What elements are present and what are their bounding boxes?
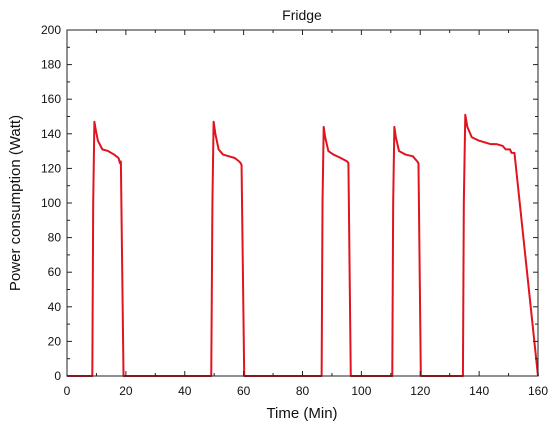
y-tick-label: 20 <box>48 334 62 348</box>
x-tick-label: 120 <box>410 384 430 398</box>
y-tick-label: 80 <box>48 231 62 245</box>
y-tick-label: 120 <box>41 161 61 175</box>
x-tick-label: 140 <box>469 384 489 398</box>
y-tick-label: 200 <box>41 23 61 37</box>
y-tick-label: 0 <box>54 369 61 383</box>
x-axis-title: Time (Min) <box>266 405 337 422</box>
x-tick-label: 60 <box>237 384 251 398</box>
x-tick-label: 160 <box>528 384 548 398</box>
plot-frame <box>66 29 539 377</box>
x-tick-label: 0 <box>64 384 71 398</box>
x-tick-label: 80 <box>296 384 310 398</box>
y-tick-label: 180 <box>41 58 61 72</box>
series-layer <box>67 113 539 377</box>
y-tick-label: 100 <box>41 196 61 210</box>
x-tick-label: 40 <box>178 384 192 398</box>
x-tick-label: 100 <box>351 384 371 398</box>
chart-title: Fridge <box>282 7 322 23</box>
axis-ticks: 0 20 40 60 80 100 120 140 160 0 20 40 60 80 100 120 140 1… <box>41 23 548 398</box>
y-tick-label: 160 <box>41 92 61 106</box>
y-tick-label: 60 <box>48 265 62 279</box>
series-line-0 <box>67 113 539 377</box>
y-axis-title: Power consumption (Watt) <box>7 115 24 291</box>
x-tick-label: 20 <box>119 384 133 398</box>
y-tick-label: 40 <box>48 300 62 314</box>
y-tick-label: 140 <box>41 127 61 141</box>
